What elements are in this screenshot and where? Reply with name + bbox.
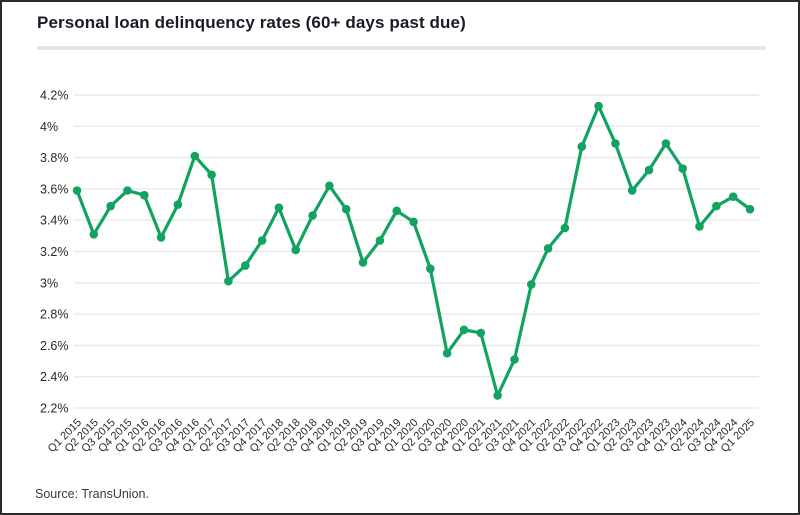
data-point: [678, 164, 687, 173]
data-point: [627, 186, 637, 195]
data-point: [409, 217, 418, 227]
data-point: [459, 325, 469, 335]
data-point: [207, 170, 216, 180]
data-point: [594, 101, 603, 111]
y-axis-tick-label: 3.4%: [40, 214, 69, 228]
data-point: [728, 192, 738, 201]
data-point: [106, 201, 115, 211]
y-axis-tick-label: 2.8%: [40, 308, 69, 322]
data-point: [190, 151, 200, 161]
data-point: [695, 222, 704, 231]
data-point: [611, 139, 620, 148]
data-point: [224, 276, 233, 286]
data-point: [476, 328, 486, 338]
data-point: [527, 280, 536, 289]
y-axis-tick-label: 2.4%: [40, 370, 69, 384]
y-axis-tick-label: 3.2%: [40, 245, 69, 259]
y-axis-tick-label: 3.8%: [40, 151, 69, 165]
data-point: [325, 181, 334, 191]
y-axis-tick-label: 4.2%: [40, 89, 69, 103]
chart-title: Personal loan delinquency rates (60+ day…: [37, 13, 466, 32]
data-point: [173, 200, 183, 209]
y-axis-tick-label: 3.6%: [40, 182, 69, 196]
y-axis-tick-label: 3%: [40, 276, 58, 290]
data-point: [123, 186, 132, 195]
data-point: [140, 190, 149, 200]
data-point: [89, 230, 99, 239]
y-axis-tick-label: 2.2%: [40, 402, 69, 416]
data-point: [156, 233, 166, 242]
data-point: [577, 142, 587, 151]
data-point: [442, 348, 452, 358]
data-point: [426, 264, 435, 274]
data-point: [543, 244, 553, 253]
data-point: [274, 203, 284, 212]
source-note: Source: TransUnion.: [35, 487, 149, 501]
y-axis-tick-label: 4%: [40, 120, 58, 134]
data-point: [375, 236, 385, 245]
data-point: [392, 206, 402, 216]
title-divider: [37, 46, 766, 50]
data-point: [745, 204, 755, 214]
data-point: [712, 201, 721, 211]
y-axis-tick-label: 2.6%: [40, 339, 69, 353]
data-point: [560, 223, 570, 233]
data-point: [72, 186, 82, 195]
data-point: [661, 139, 671, 148]
data-point: [291, 245, 301, 255]
data-point: [257, 236, 267, 245]
trend-line: [75, 104, 752, 398]
data-point: [644, 165, 654, 175]
data-point: [308, 211, 317, 220]
data-point: [241, 261, 250, 270]
data-point: [510, 355, 519, 364]
data-point: [358, 258, 368, 267]
data-point: [341, 204, 351, 214]
data-point: [493, 391, 502, 400]
